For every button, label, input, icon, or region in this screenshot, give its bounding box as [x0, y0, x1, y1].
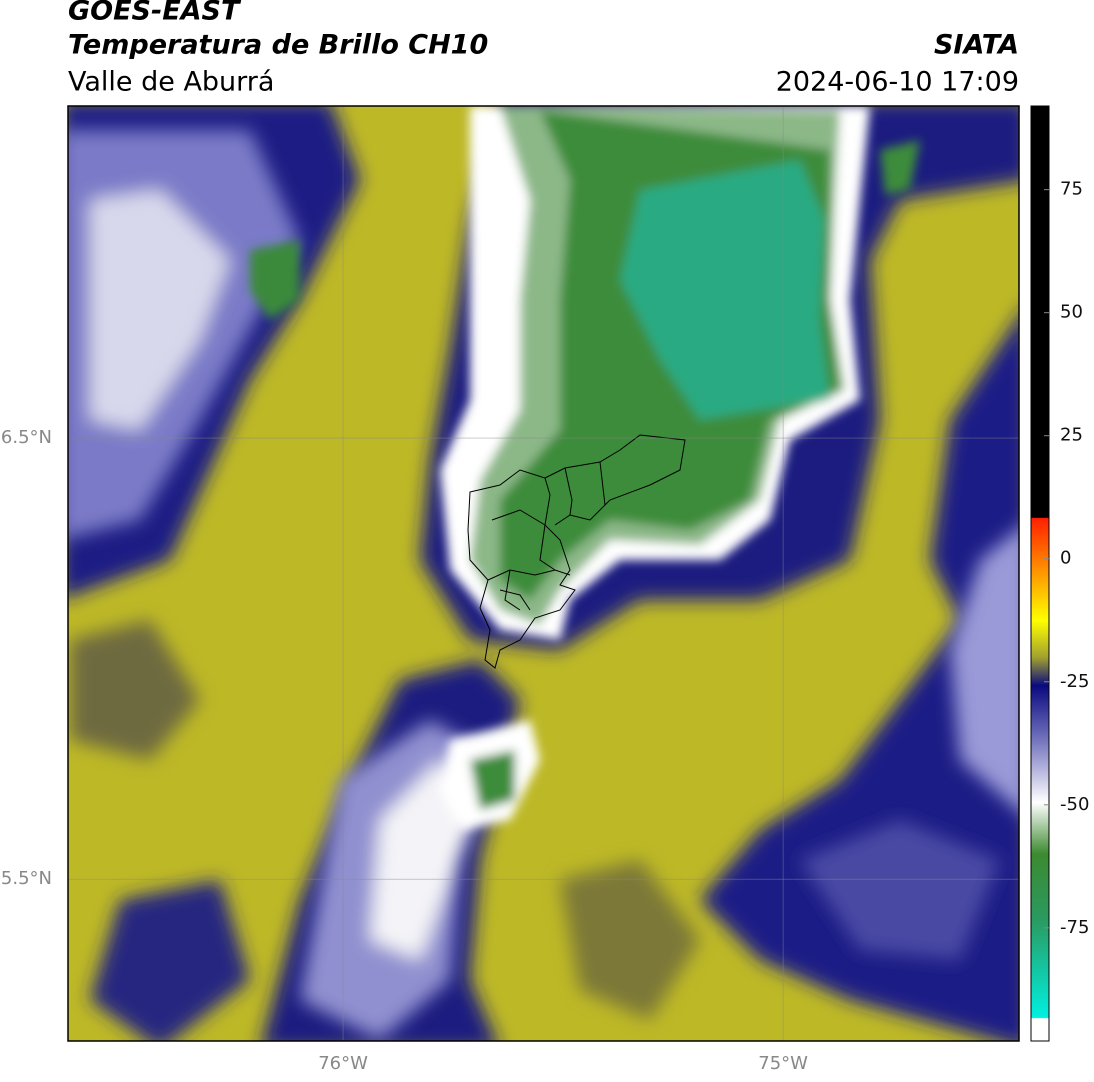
- satellite-image: [68, 106, 1019, 1041]
- colorbar-tick-label: 75: [1060, 179, 1083, 200]
- source: SIATA: [934, 30, 1019, 61]
- lat-tick-label: 5.5°N: [1, 868, 52, 889]
- colorbar-tick-label: 0: [1060, 548, 1071, 569]
- colorbar-tick-label: -25: [1060, 671, 1089, 692]
- timestamp: 2024-06-10 17:09: [776, 67, 1019, 98]
- subtitle: Temperatura de Brillo CH10: [68, 30, 488, 61]
- lon-tick-label: 76°W: [318, 1053, 368, 1074]
- title: GOES-EAST: [68, 0, 242, 27]
- map-frame: [67, 105, 1020, 1042]
- lon-tick-label: 75°W: [758, 1053, 808, 1074]
- colorbar-tick-label: 25: [1060, 425, 1083, 446]
- lat-tick-label: 6.5°N: [1, 427, 52, 448]
- colorbar-tick-label: -50: [1060, 794, 1089, 815]
- region: Valle de Aburrá: [68, 67, 274, 98]
- graticule: [68, 106, 1019, 1041]
- municipal-boundaries: [467, 434, 686, 669]
- colorbar-tick-label: 50: [1060, 302, 1083, 323]
- colorbar-tick-label: -75: [1060, 917, 1089, 938]
- colorbar: [1030, 105, 1050, 1042]
